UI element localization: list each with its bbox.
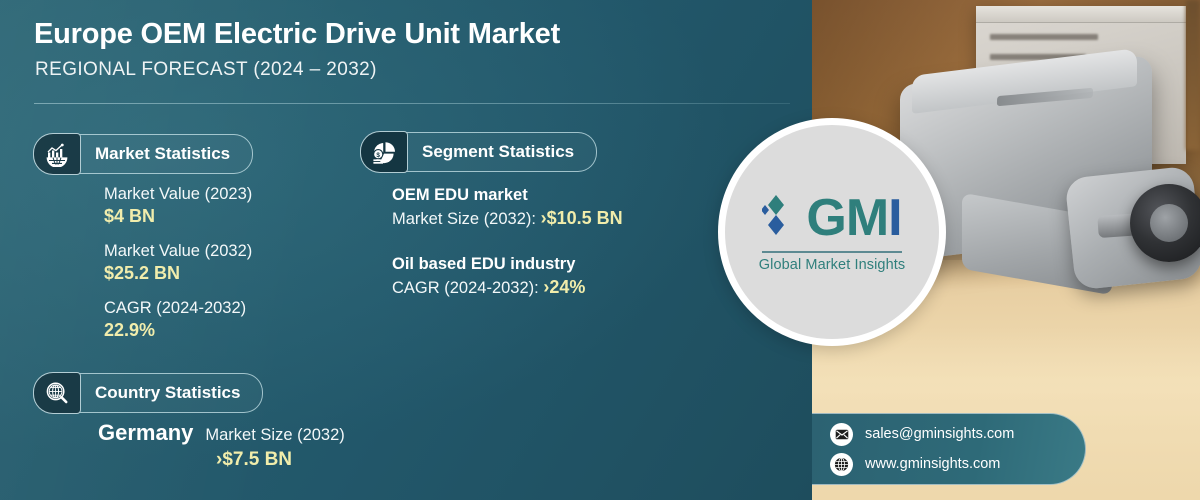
- country-metric-value: $7.5 BN: [222, 449, 293, 470]
- segment-metric-value: $10.5 BN: [546, 208, 623, 228]
- envelope-icon: [830, 422, 853, 446]
- section-header-market-statistics: Market Statistics: [33, 133, 254, 175]
- stat-value: 22.9%: [104, 320, 156, 340]
- section-label: Segment Statistics: [422, 142, 575, 161]
- stat-item: CAGR (2024-2032) 22.9%: [104, 298, 252, 342]
- section-header-segment-statistics: $ Segment Statistics: [360, 131, 598, 173]
- logo-wordmark: GMI: [806, 189, 902, 248]
- contact-website-text: www.gminsights.com: [865, 456, 1001, 472]
- contact-email-text: sales@gminsights.com: [865, 426, 1015, 442]
- section-header-country-statistics: Country Statistics: [33, 372, 264, 414]
- page-title: Europe OEM Electric Drive Unit Market: [34, 18, 561, 50]
- bar-chart-globe-icon: [33, 133, 81, 175]
- section-label: Country Statistics: [95, 383, 241, 402]
- country-name: Germany: [98, 420, 194, 445]
- contact-website-row[interactable]: www.gminsights.com: [830, 449, 1085, 479]
- stat-label: CAGR (2024-2032): [104, 299, 247, 317]
- background-post: [1186, 0, 1200, 150]
- gmi-logo: GMI Global Market Insights: [718, 118, 946, 346]
- segment-metric-label: Market Size (2032):: [392, 210, 536, 228]
- logo-letter-g: G: [806, 189, 846, 248]
- contact-bar: sales@gminsights.com www.gminsights.com: [812, 413, 1086, 485]
- segment-metric-row: Market Size (2032): ›$10.5 BN: [392, 206, 623, 231]
- globe-magnifier-icon: [33, 372, 81, 414]
- box-lid: [976, 6, 1186, 23]
- segment-metric-row: CAGR (2024-2032): ›24%: [392, 275, 623, 300]
- segment-title: OEM EDU market: [392, 186, 528, 204]
- segment-item: Oil based EDU industry CAGR (2024-2032):…: [392, 253, 623, 300]
- stat-label: Market Value (2023): [104, 185, 253, 203]
- logo-tagline: Global Market Insights: [758, 256, 906, 273]
- segment-title: Oil based EDU industry: [392, 255, 576, 273]
- gmi-diamonds-icon: [762, 195, 785, 236]
- logo-letter-m: M: [845, 189, 889, 248]
- segment-metric-value: 24%: [549, 277, 586, 297]
- segment-metric-label: CAGR (2024-2032):: [392, 279, 539, 297]
- logo-letter-i: I: [888, 189, 902, 248]
- stat-label: Market Value (2032): [104, 242, 253, 260]
- country-statistics-block: Germany Market Size (2032) ›$7.5 BN: [98, 420, 345, 471]
- chevron-icon: ›: [216, 449, 223, 470]
- chevron-icon: ›: [540, 208, 547, 228]
- stat-value: $25.2 BN: [104, 263, 181, 283]
- left-content-panel: Europe OEM Electric Drive Unit Market RE…: [0, 0, 812, 500]
- stat-item: Market Value (2023) $4 BN: [104, 184, 252, 228]
- contact-email-row[interactable]: sales@gminsights.com: [830, 419, 1085, 449]
- chevron-icon: ›: [543, 277, 550, 297]
- country-metric-value-row: ›$7.5 BN: [216, 449, 345, 471]
- segment-statistics-list: OEM EDU market Market Size (2032): ›$10.…: [392, 184, 623, 322]
- country-row: Germany Market Size (2032): [98, 420, 345, 446]
- section-label: Market Statistics: [95, 144, 231, 163]
- segment-item: OEM EDU market Market Size (2032): ›$10.…: [392, 184, 623, 231]
- pie-chart-money-icon: $: [360, 131, 408, 173]
- page-subtitle: REGIONAL FORECAST (2024 – 2032): [35, 59, 377, 80]
- country-metric-label: Market Size (2032): [205, 426, 345, 444]
- header-divider: [34, 103, 790, 104]
- svg-text:$: $: [376, 152, 380, 159]
- pulley-hub: [1150, 204, 1188, 242]
- stat-value: $4 BN: [104, 206, 156, 226]
- market-statistics-list: Market Value (2023) $4 BN Market Value (…: [104, 184, 252, 355]
- stat-item: Market Value (2032) $25.2 BN: [104, 241, 252, 285]
- globe-icon: [830, 452, 853, 476]
- logo-divider: [762, 251, 902, 253]
- logo-mark-row: GMI: [762, 189, 903, 248]
